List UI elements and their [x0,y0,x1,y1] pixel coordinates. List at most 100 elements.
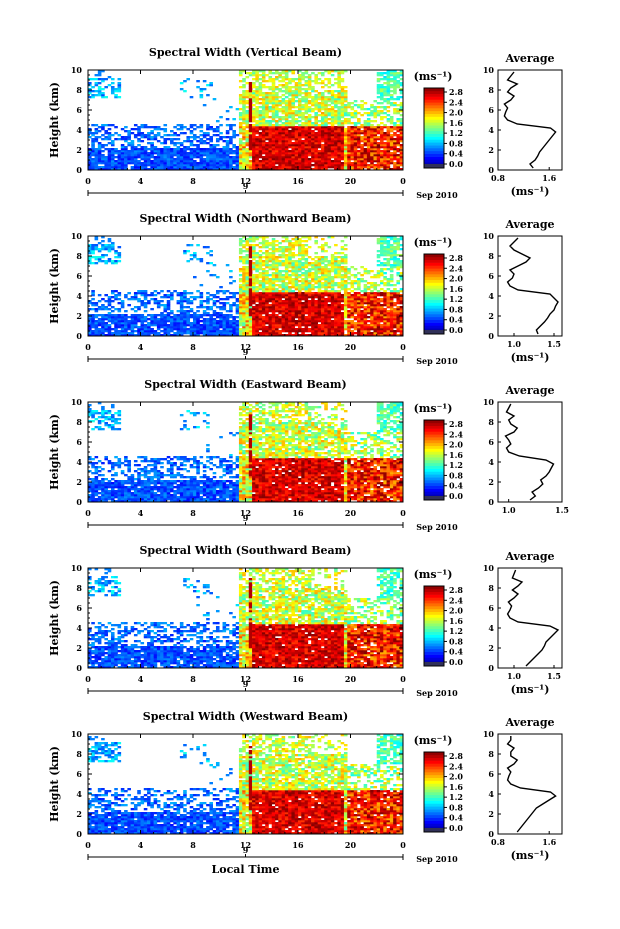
colorbar-segment [424,600,444,604]
colorbar-segment [424,640,444,644]
profile-frame [497,567,563,669]
colorbar-segment [424,88,444,92]
colorbar-segment [424,817,444,821]
colorbar-segment [424,617,444,621]
colorbar-tick-label: 0.0 [449,491,463,501]
colorbar-segment [424,611,444,615]
profile-y-tick-label: 8 [488,417,494,427]
colorbar-segment [424,148,444,152]
profile-y-tick-label: 4 [488,291,494,301]
colorbar-segment [424,597,444,601]
colorbar-tick-label: 0.0 [449,657,463,667]
colorbar-segment [424,150,444,155]
x-tick-label: 8 [190,342,196,352]
panel-title: Spectral Width (Southward Beam) [139,544,351,557]
colorbar-tick-label: 2.4 [449,97,463,107]
colorbar-segment [424,122,444,126]
colorbar-segment [424,766,444,770]
colorbar-segment [424,783,444,787]
colorbar-segment [424,451,444,455]
colorbar-segment [424,162,444,166]
colorbar-tick-label: 1.2 [449,460,463,470]
profile-y-tick-label: 2 [488,809,494,819]
colorbar-segment [424,814,444,819]
profile-y-tick-label: 2 [488,311,494,321]
colorbar-segment [424,488,444,492]
panel-title: Spectral Width (Vertical Beam) [149,46,342,59]
colorbar-segment [424,643,444,647]
y-tick-label: 4 [76,125,82,135]
colorbar-segment [424,774,444,779]
colorbar-segment [424,809,444,813]
colorbar-segment [424,440,444,444]
colorbar-segment [424,654,444,658]
colorbar-segment [424,760,444,764]
date-label: Sep 2010 [416,522,458,532]
x-tick-label: 20 [345,508,357,518]
colorbar-segment [424,769,444,773]
x-tick-label: 8 [190,508,196,518]
y-tick-label: 2 [76,311,82,321]
colorbar-segment [424,474,444,478]
colorbar-segment [424,145,444,149]
profile-title: Average [504,52,554,65]
colorbar-segment [424,646,444,650]
panel-3: Spectral Width (Eastward Beam) 0 2 4 6 8 10 Hei… [48,378,569,532]
colorbar-segment [424,271,444,275]
panel-title: Spectral Width (Eastward Beam) [144,378,346,391]
colorbar-segment [424,268,444,272]
colorbar-segment [424,823,444,827]
colorbar-tick-label: 2.0 [449,772,463,782]
colorbar-segment [424,288,444,292]
colorbar-segment [424,294,444,298]
colorbar-tick-label: 1.6 [449,616,463,626]
colorbar-segment [424,786,444,790]
panel-4: Spectral Width (Southward Beam) 0 2 4 6 8 10 He… [48,544,563,698]
colorbar-tick-label: 2.0 [449,274,463,284]
colorbar-segment [424,276,444,281]
profile-y-tick-label: 0 [488,497,494,507]
y-tick-label: 0 [76,165,82,175]
y-tick-label: 2 [76,643,82,653]
profile-y-tick-label: 10 [483,729,495,739]
y-tick-label: 8 [76,251,82,261]
colorbar-segment [424,102,444,106]
colorbar-tick-label: 1.2 [449,792,463,802]
colorbar-segment [424,314,444,318]
colorbar-tick-label: 2.8 [449,585,463,595]
colorbar-segment [424,820,444,824]
colorbar-segment [424,797,444,801]
colorbar-segment [424,108,444,112]
colorbar-segment [424,285,444,289]
x-tick-label: 20 [345,342,357,352]
colorbar-segment [424,302,444,306]
x-tick-label: 0 [85,508,91,518]
x-tick-label: 8 [190,176,196,186]
colorbar-segment [424,282,444,286]
x-tick-label: 0 [400,176,406,186]
colorbar-tick-label: 0.8 [449,304,463,314]
y-tick-label: 10 [71,397,83,407]
colorbar-segment [424,437,444,441]
y-tick-label: 6 [76,603,82,613]
y-tick-label: 6 [76,105,82,115]
y-tick-label: 4 [76,291,82,301]
profile-y-tick-label: 4 [488,623,494,633]
colorbar-segment [424,634,444,638]
x-tick-label: 0 [400,508,406,518]
colorbar-segment [424,626,444,630]
colorbar-segment [424,105,444,109]
y-tick-label: 0 [76,829,82,839]
colorbar-segment [424,648,444,653]
x-tick-label: 4 [138,674,144,684]
y-tick-label: 0 [76,331,82,341]
colorbar-tick-label: 1.2 [449,128,463,138]
colorbar-segment [424,608,444,613]
x-tick-label: 16 [292,508,304,518]
colorbar-floor [424,662,444,666]
profile-y-tick-label: 4 [488,789,494,799]
colorbar-segment [424,780,444,784]
colorbar-segment [424,586,444,590]
heatmap-cells [88,402,404,503]
colorbar-segment [424,623,444,627]
